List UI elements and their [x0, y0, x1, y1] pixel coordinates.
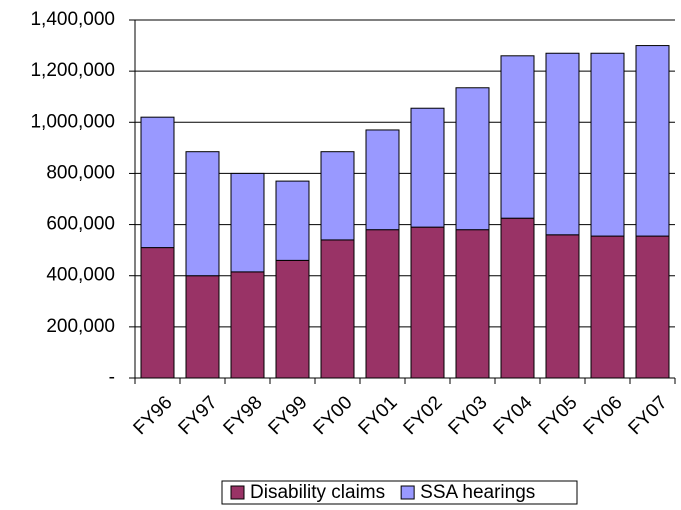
legend-swatch [400, 485, 415, 500]
y-tick-label: 400,000 [46, 265, 115, 286]
bar-segment [365, 129, 400, 231]
x-tick-label: FY96 [130, 392, 177, 439]
x-tick-label: FY99 [265, 392, 312, 439]
legend-label: Disability claims [250, 482, 385, 503]
y-tick-label: 600,000 [46, 214, 115, 235]
bar-segment [410, 107, 445, 228]
y-tick-label: 800,000 [46, 162, 115, 183]
bar-segment [365, 229, 400, 379]
y-tick-label: - [109, 367, 115, 388]
bar-segment [590, 235, 625, 379]
bar-segment [590, 52, 625, 237]
bar-segment [275, 259, 310, 379]
bar-segment [230, 172, 265, 273]
x-tick-label: FY01 [355, 392, 402, 439]
x-tick-label: FY07 [625, 392, 672, 439]
legend-swatch [230, 485, 245, 500]
y-tick-label: 1,000,000 [30, 111, 115, 132]
x-tick-label: FY97 [175, 392, 222, 439]
x-tick-label: FY03 [445, 392, 492, 439]
bar-segment [140, 247, 175, 379]
legend-label: SSA hearings [420, 482, 535, 503]
bar-segment [500, 55, 535, 219]
bar-segment [545, 234, 580, 379]
y-tick-label: 200,000 [46, 316, 115, 337]
x-tick-label: FY05 [535, 392, 582, 439]
bar-segment [455, 229, 490, 379]
bar-segment [500, 217, 535, 379]
y-tick-label: 1,400,000 [30, 9, 115, 30]
bar-segment [185, 275, 220, 379]
bar-segment [545, 52, 580, 236]
bar-segment [455, 87, 490, 231]
bar-segment [140, 116, 175, 249]
bar-segment [320, 239, 355, 379]
bar-segment [410, 226, 445, 379]
bar-segment [275, 180, 310, 261]
legend-box [221, 480, 578, 505]
x-tick-label: FY06 [580, 392, 627, 439]
y-tick-label: 1,200,000 [30, 60, 115, 81]
x-tick-label: FY98 [220, 392, 267, 439]
bar-segment [635, 235, 670, 379]
bar-segment [320, 151, 355, 241]
x-tick-label: FY00 [310, 392, 357, 439]
x-tick-label: FY02 [400, 392, 447, 439]
bar-segment [230, 271, 265, 379]
x-tick-label: FY04 [490, 392, 537, 439]
bar-segment [185, 151, 220, 277]
bar-segment [635, 45, 670, 237]
